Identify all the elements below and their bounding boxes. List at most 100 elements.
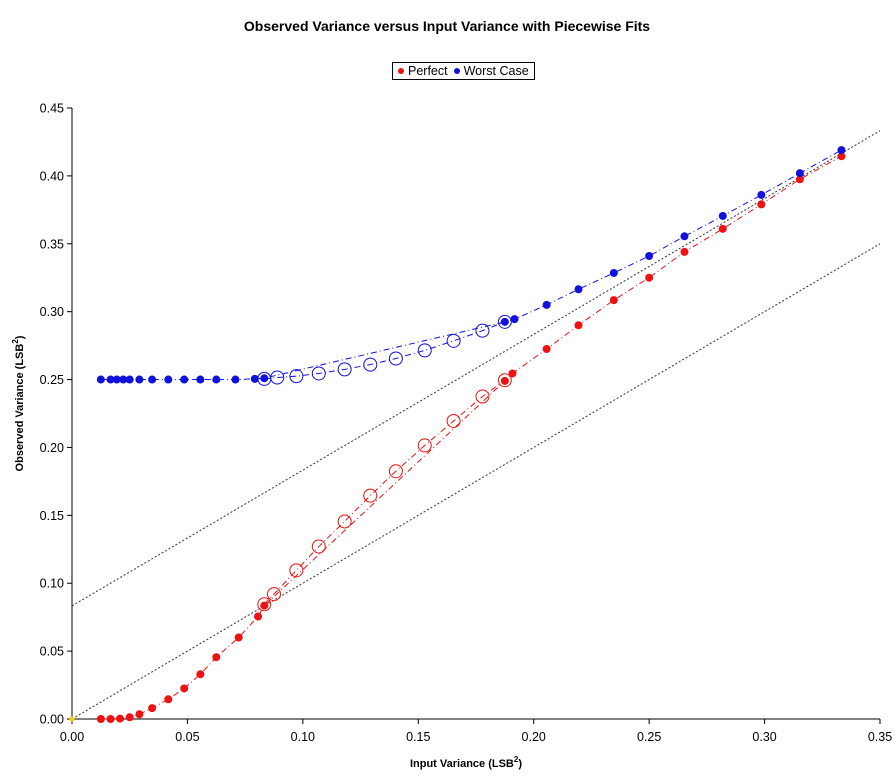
data-point-worst-case: [574, 285, 583, 294]
data-point-worst-case: [119, 375, 128, 384]
data-point-worst-case: [250, 374, 259, 383]
legend: Perfect Worst Case: [392, 62, 535, 80]
series-perfect: [96, 152, 846, 723]
data-point-worst-case: [542, 300, 551, 309]
series-line-perfect-fit: [263, 379, 506, 605]
data-point-worst-case: [106, 375, 115, 384]
reference-line-2: [72, 130, 880, 607]
data-point-worst-case: [757, 190, 766, 199]
data-point-worst-case: [180, 375, 189, 384]
data-point-perfect: [574, 321, 583, 330]
data-point-perfect: [645, 273, 654, 282]
data-point-perfect: [125, 713, 134, 722]
data-point-perfect-fit: [497, 373, 512, 388]
data-point-perfect: [609, 296, 618, 305]
data-point-worst-case-fit: [417, 343, 432, 358]
data-point-worst-case-fit: [270, 370, 285, 385]
data-point-perfect: [148, 704, 157, 713]
data-point-worst-case: [645, 251, 654, 260]
data-point-perfect: [116, 714, 125, 723]
data-point-worst-case-fit: [475, 323, 490, 338]
data-point-worst-case: [148, 375, 157, 384]
axes: 0.00 0.05 0.10 0.15 0.20 0.25 0.30 0.35 0.40 0.45…: [40, 102, 893, 745]
data-point-worst-case-fit: [337, 362, 352, 377]
data-point-worst-case: [680, 232, 689, 241]
data-point-perfect: [254, 612, 263, 621]
data-point-worst-case: [125, 375, 134, 384]
y-axis-title: Observed Variance (LSB2): [11, 335, 26, 471]
series-line-perfect: [100, 155, 842, 720]
y-tick-label: 0.20: [40, 441, 64, 455]
y-tick-label: 0.45: [40, 102, 64, 116]
series-worst-case: [96, 146, 846, 384]
data-point-worst-case: [112, 375, 121, 384]
data-point-perfect: [180, 684, 189, 693]
y-tick-label: 0.10: [40, 577, 64, 591]
reference-lines: [72, 130, 880, 719]
data-point-perfect-fit: [417, 438, 432, 453]
y-tick-label: 0.00: [40, 713, 64, 727]
data-point-worst-case: [164, 375, 173, 384]
data-point-perfect: [542, 345, 551, 354]
data-point-perfect-fit: [337, 514, 352, 529]
series-worst-case-fit: [257, 314, 512, 386]
legend-item-perfect: Perfect: [398, 64, 448, 78]
data-point-perfect: [260, 601, 269, 610]
data-point-perfect: [837, 152, 846, 161]
data-point-worst-case: [510, 315, 519, 324]
data-point-perfect: [196, 670, 205, 679]
x-tick-label: 0.30: [752, 730, 776, 744]
data-point-perfect: [795, 175, 804, 184]
data-point-worst-case: [212, 375, 221, 384]
data-point-perfect-fit: [363, 488, 378, 503]
x-tick-label: 0.20: [522, 730, 546, 744]
data-point-worst-case: [196, 375, 205, 384]
legend-label-perfect: Perfect: [408, 64, 448, 78]
data-point-perfect: [234, 633, 243, 642]
legend-marker-worst-case-icon: [453, 68, 460, 74]
data-point-perfect: [508, 369, 517, 378]
origin-marker: [69, 716, 75, 722]
data-point-worst-case: [795, 169, 804, 178]
series-line-worst-case-fit: [264, 321, 506, 380]
data-point-worst-case: [718, 211, 727, 220]
series-line-worst-case: [100, 149, 842, 381]
data-point-perfect: [757, 200, 766, 209]
data-point-worst-case: [260, 374, 269, 383]
data-point-worst-case: [837, 146, 846, 155]
data-point-worst-case-fit: [311, 366, 326, 381]
series-layer: [69, 146, 846, 723]
y-tick-label: 0.05: [40, 645, 64, 659]
data-point-perfect: [164, 695, 173, 704]
data-point-perfect-fit: [289, 563, 304, 578]
data-point-worst-case-fit: [388, 351, 403, 366]
data-point-perfect: [106, 715, 115, 723]
chart-title: Observed Variance versus Input Variance …: [243, 18, 651, 34]
data-point-perfect-fit: [311, 539, 326, 554]
legend-marker-perfect-icon: [398, 68, 404, 74]
x-tick-label: 0.35: [868, 730, 892, 744]
data-point-perfect-fit: [388, 464, 403, 479]
data-point-worst-case-fit: [289, 369, 304, 384]
legend-label-worst-case: Worst Case: [463, 64, 529, 78]
data-point-perfect: [500, 376, 509, 385]
data-point-perfect: [212, 653, 221, 662]
y-tick-label: 0.25: [40, 373, 64, 387]
x-tick-label: 0.00: [60, 730, 84, 744]
x-tick-label: 0.05: [175, 730, 199, 744]
data-point-perfect: [96, 715, 105, 723]
data-point-worst-case: [609, 268, 618, 277]
y-tick-label: 0.15: [40, 509, 64, 523]
data-point-worst-case: [231, 375, 240, 384]
reference-line-1: [72, 243, 880, 719]
data-point-worst-case-fit: [497, 314, 512, 329]
x-axis-title: Input Variance (LSB2): [410, 755, 522, 770]
data-point-perfect-fit: [446, 413, 461, 428]
data-point-perfect-fit: [257, 597, 272, 612]
y-tick-label: 0.40: [40, 169, 64, 183]
x-tick-label: 0.15: [406, 730, 430, 744]
data-point-perfect: [718, 224, 727, 233]
data-point-worst-case: [96, 375, 105, 384]
data-point-perfect: [680, 247, 689, 256]
